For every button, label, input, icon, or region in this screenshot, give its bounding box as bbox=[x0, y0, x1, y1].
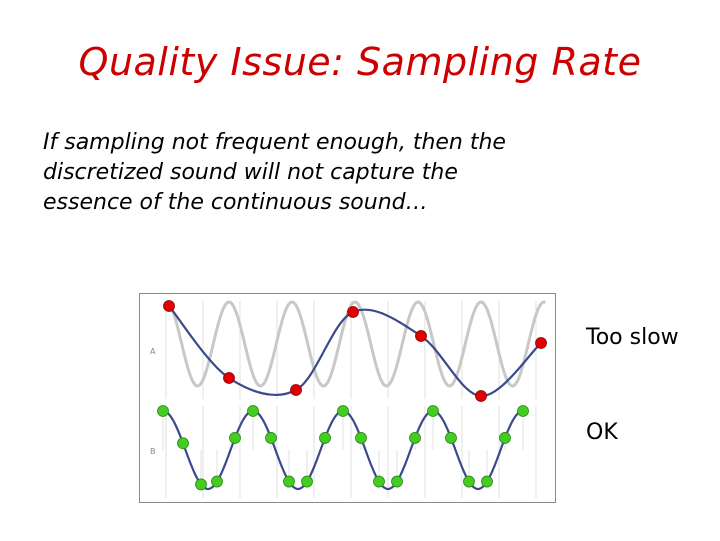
slow-sample-point bbox=[163, 300, 175, 312]
ok-sample-point bbox=[481, 475, 493, 488]
ok-sample-point bbox=[211, 475, 223, 488]
ok-sample-point bbox=[427, 405, 439, 417]
ok-sample-point bbox=[177, 437, 189, 450]
body-line-2: discretized sound will not capture the bbox=[43, 160, 458, 185]
ok-sample-point bbox=[265, 432, 277, 444]
panel-b-sample-stems bbox=[162, 411, 524, 485]
panel-a-letter: A bbox=[150, 347, 156, 356]
ok-sample-point bbox=[409, 432, 421, 444]
ok-sample-point bbox=[355, 432, 367, 444]
ok-sample-point bbox=[195, 478, 207, 491]
ok-sample-point bbox=[283, 475, 295, 488]
ok-sample-point bbox=[319, 432, 331, 444]
slide-body-text: If sampling not frequent enough, then th… bbox=[43, 128, 643, 218]
body-line-1: If sampling not frequent enough, then th… bbox=[43, 130, 506, 155]
ok-sample-point bbox=[247, 405, 259, 417]
ok-sample-point bbox=[517, 405, 529, 417]
slow-sample-point bbox=[223, 372, 235, 384]
ok-sample-point bbox=[373, 475, 385, 488]
ok-sample-point bbox=[337, 405, 349, 417]
sampling-figure: A B bbox=[139, 293, 556, 503]
ok-sample-point bbox=[157, 405, 169, 417]
slow-sample-point bbox=[290, 384, 302, 396]
too-slow-label: Too slow bbox=[586, 325, 679, 350]
ok-sample-point bbox=[499, 432, 511, 444]
slow-sample-point bbox=[347, 306, 359, 318]
ok-sample-point bbox=[301, 475, 313, 488]
ok-sample-point bbox=[229, 432, 241, 444]
panel-b-sample-points bbox=[157, 405, 529, 491]
panel-a-original-wave bbox=[165, 300, 546, 388]
ok-sample-point bbox=[445, 432, 457, 444]
slide-title: Quality Issue: Sampling Rate bbox=[78, 40, 642, 84]
body-line-3: essence of the continuous sound… bbox=[43, 190, 428, 215]
slow-sample-point bbox=[475, 390, 487, 402]
ok-label: OK bbox=[586, 420, 618, 445]
ok-sample-point bbox=[463, 475, 475, 488]
slow-sample-point bbox=[415, 330, 427, 342]
ok-sample-point bbox=[391, 475, 403, 488]
panel-b-letter: B bbox=[150, 447, 156, 456]
panel-a-aliased-wave bbox=[168, 305, 542, 398]
panel-a-sample-points bbox=[163, 300, 547, 402]
slow-sample-point bbox=[535, 337, 547, 349]
